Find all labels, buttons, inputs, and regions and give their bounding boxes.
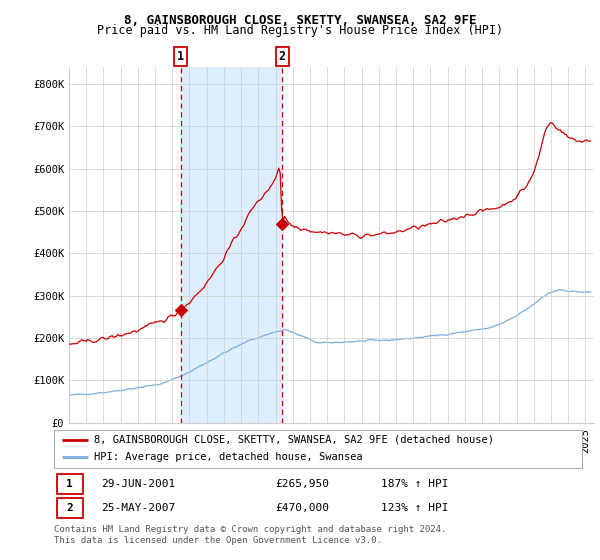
Text: 187% ↑ HPI: 187% ↑ HPI bbox=[382, 479, 449, 489]
Text: 123% ↑ HPI: 123% ↑ HPI bbox=[382, 503, 449, 513]
Bar bbox=[181, 67, 282, 423]
Text: Price paid vs. HM Land Registry's House Price Index (HPI): Price paid vs. HM Land Registry's House … bbox=[97, 24, 503, 37]
Text: HPI: Average price, detached house, Swansea: HPI: Average price, detached house, Swan… bbox=[94, 452, 362, 463]
Text: 8, GAINSBOROUGH CLOSE, SKETTY, SWANSEA, SA2 9FE (detached house): 8, GAINSBOROUGH CLOSE, SKETTY, SWANSEA, … bbox=[94, 435, 494, 445]
Point bbox=[176, 306, 185, 315]
Text: 1: 1 bbox=[67, 479, 73, 489]
Text: 1: 1 bbox=[177, 50, 184, 63]
Text: 25-MAY-2007: 25-MAY-2007 bbox=[101, 503, 176, 513]
Text: 29-JUN-2001: 29-JUN-2001 bbox=[101, 479, 176, 489]
Point bbox=[277, 220, 287, 228]
FancyBboxPatch shape bbox=[56, 474, 83, 494]
FancyBboxPatch shape bbox=[56, 498, 83, 518]
Text: 2: 2 bbox=[67, 503, 73, 513]
Text: 2: 2 bbox=[279, 50, 286, 63]
Text: £265,950: £265,950 bbox=[276, 479, 330, 489]
Text: £470,000: £470,000 bbox=[276, 503, 330, 513]
Text: Contains HM Land Registry data © Crown copyright and database right 2024.
This d: Contains HM Land Registry data © Crown c… bbox=[54, 525, 446, 545]
Text: 8, GAINSBOROUGH CLOSE, SKETTY, SWANSEA, SA2 9FE: 8, GAINSBOROUGH CLOSE, SKETTY, SWANSEA, … bbox=[124, 13, 476, 27]
